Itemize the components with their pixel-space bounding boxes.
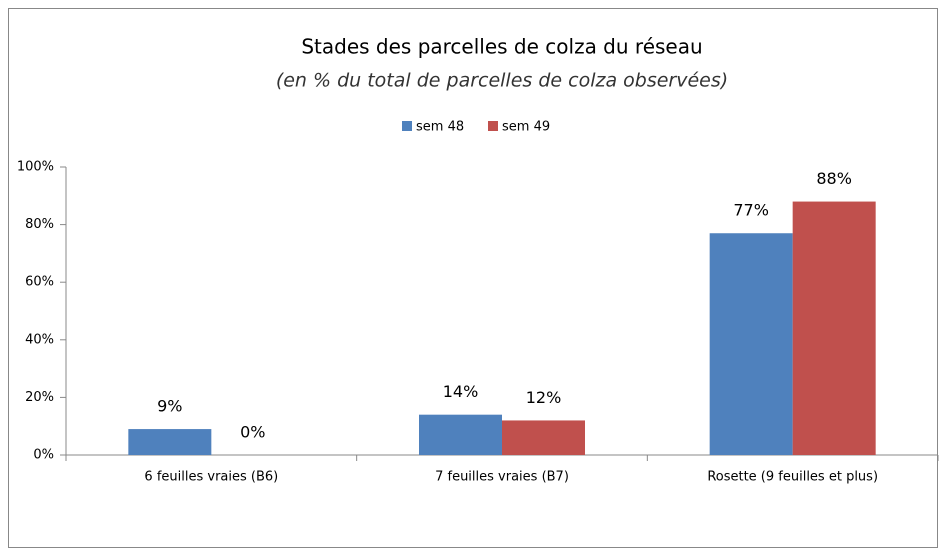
- value-label: 12%: [526, 388, 562, 407]
- bar: [419, 414, 502, 455]
- x-tick-label: 6 feuilles vraies (B6): [144, 470, 278, 485]
- y-tick-label: 80%: [25, 217, 54, 232]
- x-tick-label: 7 feuilles vraies (B7): [435, 470, 569, 485]
- y-tick-label: 100%: [17, 160, 54, 175]
- value-label: 77%: [733, 201, 769, 220]
- x-tick-label: Rosette (9 feuilles et plus): [707, 470, 878, 485]
- bar: [502, 420, 585, 455]
- legend-label: sem 49: [502, 120, 550, 135]
- value-label: 14%: [443, 382, 479, 401]
- value-label: 0%: [240, 423, 265, 442]
- y-tick-label: 0%: [33, 448, 54, 463]
- chart-subtitle: (en % du total de parcelles de colza obs…: [276, 70, 728, 92]
- y-tick-label: 20%: [25, 390, 54, 405]
- value-label: 9%: [157, 397, 182, 416]
- bar: [792, 201, 876, 455]
- legend-swatch: [488, 121, 498, 131]
- value-label: 88%: [816, 169, 852, 188]
- legend-label: sem 48: [416, 120, 464, 135]
- chart-title: Stades des parcelles de colza du réseau: [301, 35, 702, 59]
- legend-swatch: [402, 121, 412, 131]
- bar: [709, 233, 793, 455]
- bar: [128, 429, 212, 455]
- y-tick-label: 60%: [25, 275, 54, 290]
- y-tick-label: 40%: [25, 332, 54, 347]
